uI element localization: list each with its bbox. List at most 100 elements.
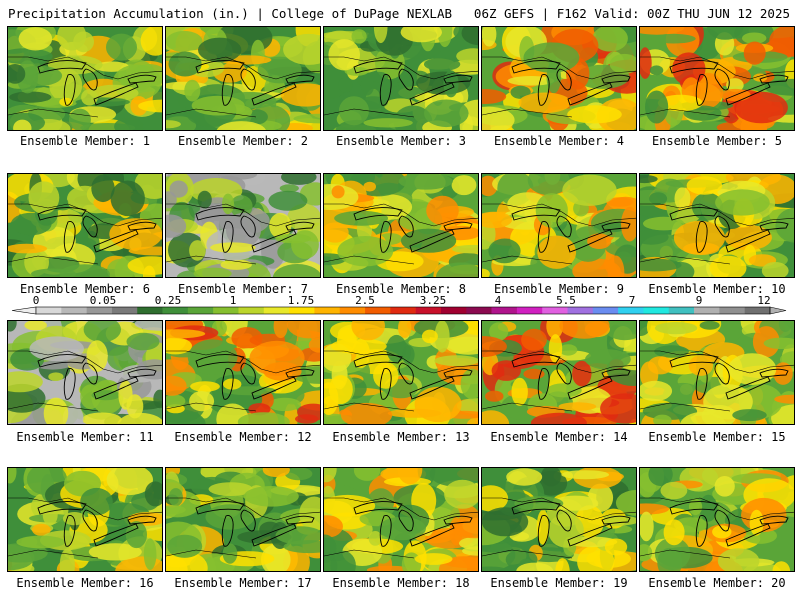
boundary-line: [324, 402, 415, 412]
great-lakes-outline: [537, 515, 550, 547]
precip-contour: [262, 468, 290, 478]
great-lakes-outline: [251, 229, 297, 253]
precip-contour: [8, 48, 53, 65]
colorbar-min-arrow: [11, 306, 37, 315]
colorbar-bin: [238, 307, 265, 314]
boundary-line: [482, 56, 636, 80]
boundary-line: [166, 402, 257, 412]
boundary-line: [324, 255, 415, 265]
ensemble-member-label: Ensemble Member: 9: [493, 282, 625, 296]
boundary-line: [8, 108, 99, 118]
precip-contour: [764, 78, 794, 96]
precip-contour: [166, 337, 192, 355]
boundary-line: [640, 350, 794, 374]
precip-contour: [482, 27, 497, 47]
precip-contour: [107, 258, 135, 277]
precip-contour: [88, 543, 142, 561]
precip-contour: [489, 322, 509, 341]
colorbar-bin: [618, 307, 644, 314]
ensemble-member-map: [323, 467, 479, 572]
precip-contour: [167, 534, 203, 558]
ensemble-member-map: [323, 173, 479, 278]
precip-contour: [606, 197, 634, 207]
precip-contour: [482, 566, 509, 571]
great-lakes-outline: [669, 60, 719, 74]
precip-contour: [373, 362, 399, 389]
precip-contour: [144, 481, 162, 507]
precip-contour: [604, 538, 628, 556]
boundary-line: [482, 549, 573, 559]
precip-contour: [397, 468, 423, 485]
precip-contour: [118, 380, 133, 410]
precip-contour: [272, 264, 320, 277]
colorbar-bin: [516, 307, 543, 314]
precip-contour: [387, 408, 442, 418]
precip-contour: [168, 488, 183, 507]
ensemble-member-label: Ensemble Member: 15: [648, 430, 786, 444]
precip-contour: [485, 390, 504, 402]
great-lakes-outline: [127, 515, 157, 525]
precip-contour: [714, 476, 735, 497]
great-lakes-outline: [379, 221, 392, 253]
ensemble-member-label: Ensemble Member: 2: [177, 134, 309, 148]
precip-contour: [640, 229, 669, 245]
precip-contour: [763, 337, 794, 349]
precip-contour: [8, 321, 17, 332]
precip-contour: [567, 105, 622, 124]
precip-contour: [324, 468, 337, 483]
colorbar-bin: [668, 307, 695, 314]
boundary-line: [166, 108, 257, 118]
colorbar-bin: [86, 307, 113, 314]
precip-contour: [734, 91, 788, 124]
precip-contour: [775, 207, 794, 243]
great-lakes-outline: [725, 82, 771, 106]
great-lakes-outline: [221, 221, 234, 253]
boundary-line: [8, 203, 162, 227]
precip-contour: [363, 118, 413, 128]
great-lakes-outline: [669, 207, 719, 221]
ensemble-member-map: [639, 467, 795, 572]
ensemble-member-label: Ensemble Member: 18: [332, 576, 470, 590]
great-lakes-outline: [82, 362, 98, 385]
great-lakes-outline: [37, 60, 87, 74]
precip-contour: [444, 479, 478, 509]
boundary-line: [482, 255, 573, 265]
precip-contour: [649, 65, 664, 76]
precip-contour: [482, 410, 510, 424]
precip-contour: [230, 195, 253, 218]
colorbar-bin: [694, 307, 720, 314]
precip-contour: [16, 535, 66, 549]
boundary-line: [8, 350, 162, 374]
ensemble-member-label: Ensemble Member: 4: [493, 134, 625, 148]
precip-contour: [16, 65, 63, 86]
colorbar-tick-label: 1: [230, 296, 237, 307]
colorbar-tick-label: 0.25: [155, 296, 182, 307]
boundary-line: [640, 402, 731, 412]
ensemble-member-label: Ensemble Member: 12: [174, 430, 312, 444]
precip-contour: [436, 262, 478, 277]
map-title: Precipitation Accumulation (in.) | Colle…: [8, 6, 453, 21]
precip-contour: [18, 27, 53, 51]
great-lakes-outline: [511, 207, 561, 221]
precip-contour: [91, 174, 115, 203]
precip-contour: [106, 468, 153, 496]
great-lakes-outline: [443, 221, 473, 231]
colorbar-bin: [213, 307, 239, 314]
precip-contour: [360, 76, 374, 96]
precip-contour: [261, 544, 291, 571]
ensemble-member-label: Ensemble Member: 5: [651, 134, 783, 148]
great-lakes-outline: [669, 354, 719, 368]
precip-contour: [482, 106, 515, 130]
precip-contour: [457, 398, 478, 414]
precip-contour: [559, 321, 610, 339]
boundary-line: [166, 497, 320, 521]
colorbar-bin: [187, 307, 214, 314]
precip-contour: [640, 258, 682, 272]
precip-contour: [8, 64, 26, 84]
precip-contour: [223, 378, 242, 390]
precip-contour: [166, 394, 186, 408]
precip-contour: [654, 322, 698, 335]
precip-contour: [220, 259, 252, 270]
precip-contour: [351, 321, 385, 341]
boundary-line: [640, 497, 794, 521]
